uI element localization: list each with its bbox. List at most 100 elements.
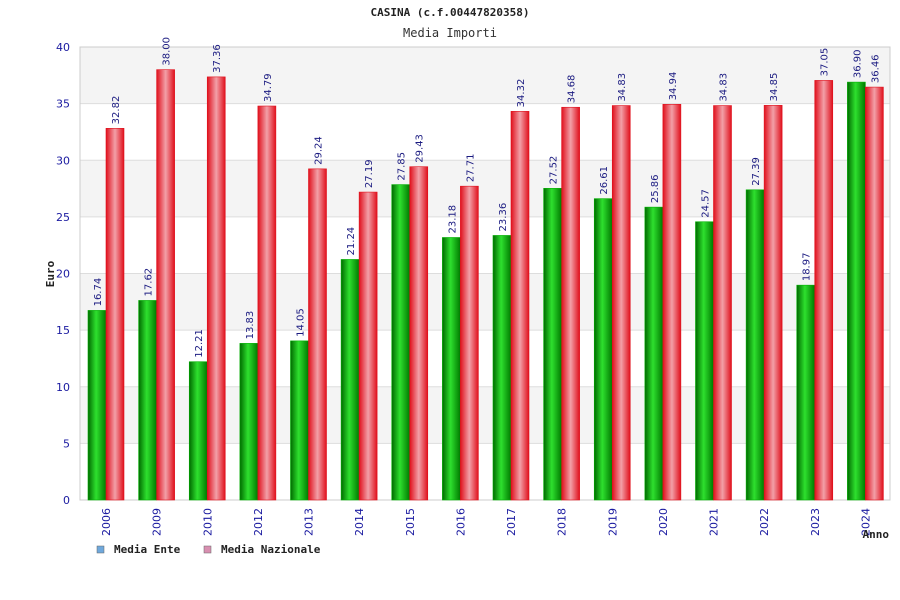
legend-label-media-nazionale: Media Nazionale [221,543,321,556]
data-label: 14.05 [296,308,307,337]
bar-media-ente [138,300,157,501]
data-label: 32.82 [111,96,122,125]
data-label: 27.71 [465,154,476,183]
bar-media-nazionale [105,128,125,501]
data-label: 18.97 [802,253,813,282]
x-tick-label: 2023 [809,508,822,536]
bar-media-nazionale [460,185,479,501]
legend-swatch-media-ente [96,545,105,554]
x-tick-label: 2021 [708,508,721,536]
data-label: 27.19 [364,159,375,188]
data-label: 36.90 [852,49,863,78]
data-label: 38.00 [162,37,173,66]
x-tick-label: 2012 [252,508,265,536]
x-tick-label: 2019 [606,508,619,536]
chart-title: CASINA (c.f.00447820358) [371,6,530,19]
plot-frame [79,46,891,501]
data-label: 37.36 [212,44,223,73]
data-label: 34.68 [567,75,578,104]
x-tick-label: 2016 [454,508,467,536]
x-tick-label: 2006 [100,508,113,536]
x-tick-label: 2009 [151,508,164,536]
data-label: 29.43 [415,134,426,163]
data-label: 21.24 [346,227,357,256]
y-tick-label: 20 [56,268,70,281]
bar-media-ente [188,361,208,501]
data-label: 23.36 [498,203,509,232]
data-label: 34.83 [719,73,730,102]
bar-media-nazionale [865,86,884,501]
data-label: 24.57 [701,189,712,218]
x-tick-label: 2013 [303,508,316,536]
bar-media-ente [543,188,562,501]
legend-swatch-media-nazionale [203,545,212,554]
bar-media-nazionale [156,69,175,501]
x-tick-label: 2010 [201,508,214,536]
data-label: 27.39 [751,157,762,186]
data-label: 12.21 [194,329,205,358]
chart-subtitle: Media Importi [403,26,497,40]
data-label: 37.05 [820,48,831,77]
y-tick-label: 0 [63,494,70,507]
data-label: 16.74 [93,278,104,307]
bar-media-nazionale [713,105,732,501]
x-tick-label: 2015 [404,508,417,536]
bar-media-nazionale [308,168,327,501]
bar-media-ente [290,340,309,501]
x-tick-label: 2017 [505,508,518,536]
bar-media-nazionale [561,106,580,501]
y-tick-label: 35 [56,98,70,111]
legend-label-media-ente: Media Ente [114,543,181,556]
data-label: 17.62 [144,268,155,297]
data-label: 13.83 [245,311,256,340]
bar-media-nazionale [358,191,378,501]
bar-media-ente [644,206,664,501]
bar-media-nazionale [409,166,429,501]
bar-media-nazionale [257,105,277,501]
y-tick-label: 30 [56,154,70,167]
bar-media-ente [239,343,259,501]
bar-media-nazionale [510,111,530,501]
data-label: 34.79 [263,73,274,102]
bar-media-ente [695,221,714,501]
plot-area: 0 5 10 15 20 25 30 35 40 16.74 32.82 2006 17.62 38.00… [56,37,891,536]
data-label: 23.18 [447,205,458,234]
bar-media-ente [745,189,765,501]
bar-media-ente [87,310,107,501]
legend: Media Ente Media Nazionale [96,543,321,556]
data-label: 26.61 [599,166,610,195]
data-label: 27.85 [397,152,408,181]
y-tick-label: 25 [56,211,70,224]
bar-media-nazionale [763,105,783,501]
bar-media-nazionale [611,105,631,501]
bar-media-ente [340,259,360,501]
x-tick-label: 2014 [353,508,366,536]
bar-media-nazionale [814,80,834,501]
bar-media-ente [442,237,461,501]
x-tick-label: 2018 [556,508,569,536]
x-axis-label: Anno [863,528,890,541]
bar-media-ente [847,81,866,501]
bar-media-ente [492,235,512,501]
y-tick-label: 15 [56,324,70,337]
data-label: 36.46 [870,54,881,83]
data-label: 34.83 [617,73,628,102]
data-label: 29.24 [314,136,325,165]
y-tick-label: 5 [63,437,70,450]
data-label: 34.85 [769,73,780,102]
bar-media-nazionale [662,104,682,501]
data-label: 34.94 [668,72,679,101]
bar-media-nazionale [206,76,226,501]
data-label: 27.52 [549,156,560,185]
bar-media-ente [391,184,411,501]
data-label: 25.86 [650,174,661,203]
x-tick-label: 2020 [657,508,670,536]
y-tick-label: 40 [56,41,70,54]
y-tick-label: 10 [56,381,70,394]
y-axis-label: Euro [44,260,57,287]
bar-media-ente [796,284,816,501]
x-tick-label: 2022 [758,508,771,536]
data-label: 34.32 [516,79,527,108]
bar-media-ente [593,198,613,501]
